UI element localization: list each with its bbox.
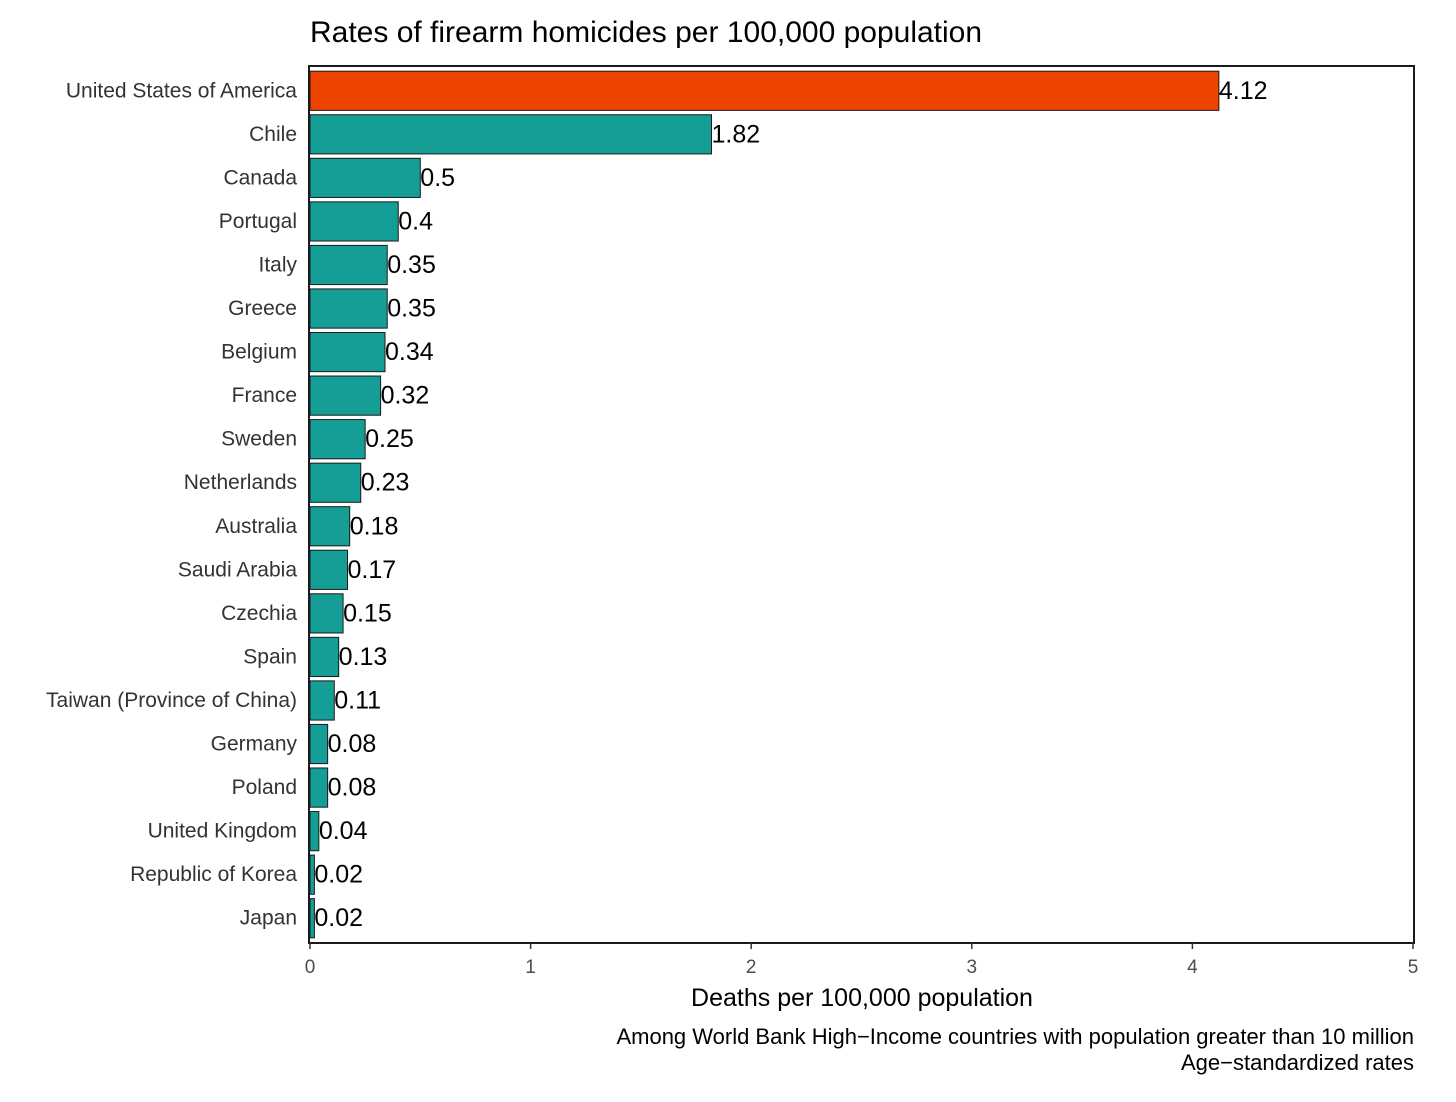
category-label: Portugal: [219, 210, 297, 233]
bar: [309, 114, 712, 155]
x-tick-label: 5: [1408, 957, 1419, 978]
x-axis-title: Deaths per 100,000 population: [691, 984, 1033, 1012]
category-label: Saudi Arabia: [178, 558, 297, 581]
x-tick-label: 3: [967, 957, 978, 978]
x-tick-label: 1: [525, 957, 536, 978]
value-label: 4.12: [1219, 77, 1268, 105]
value-label: 0.35: [387, 295, 436, 323]
value-label: 0.35: [387, 251, 436, 279]
value-label: 0.34: [385, 338, 434, 366]
category-label: United States of America: [66, 79, 297, 102]
value-label: 0.4: [398, 207, 433, 235]
x-axis: 0 1 2 3 4 5: [305, 943, 1419, 978]
bar: [309, 244, 388, 286]
category-label: Netherlands: [184, 471, 297, 494]
x-tick-label: 4: [1187, 957, 1198, 978]
bar: [309, 680, 335, 721]
category-label: Spain: [243, 645, 297, 668]
category-label: Canada: [223, 166, 297, 189]
value-label: 0.08: [328, 774, 377, 802]
bar: [309, 549, 349, 590]
value-label: 0.15: [343, 599, 392, 627]
value-label: 0.32: [381, 382, 430, 410]
bar: [309, 811, 320, 852]
value-label: 0.02: [314, 904, 363, 932]
x-tick-label: 0: [305, 957, 316, 978]
value-label: 0.02: [314, 861, 363, 889]
value-label: 0.18: [350, 512, 399, 540]
value-label: 0.17: [348, 556, 397, 584]
value-label: 0.5: [420, 164, 455, 192]
bar: [309, 419, 366, 460]
bar: [309, 331, 386, 373]
bar: [309, 70, 1220, 111]
caption-line-1: Among World Bank High−Income countries w…: [616, 1024, 1414, 1049]
value-label: 0.25: [365, 425, 414, 453]
category-label: France: [232, 384, 297, 407]
value-label: 0.13: [339, 643, 388, 671]
bar: [309, 288, 388, 329]
value-label: 0.04: [319, 817, 368, 845]
bars-group: United States of America 4.12 Chile 1.82 Can…: [46, 70, 1268, 939]
category-label: United Kingdom: [148, 820, 297, 843]
category-label: Chile: [249, 123, 297, 146]
bar: [309, 506, 351, 547]
category-label: Greece: [228, 297, 297, 320]
category-label: Italy: [258, 253, 297, 276]
chart-title: Rates of firearm homicides per 100,000 p…: [310, 16, 982, 49]
bar: [309, 462, 362, 503]
bar: [309, 157, 421, 198]
bar: [309, 767, 329, 808]
x-tick-label: 2: [746, 957, 757, 978]
caption-line-2: Age−standardized rates: [1181, 1050, 1414, 1075]
category-label: Czechia: [221, 602, 297, 625]
value-label: 0.23: [361, 469, 410, 497]
category-label: Sweden: [221, 428, 297, 451]
category-label: Poland: [232, 776, 297, 799]
category-label: Belgium: [221, 341, 297, 364]
category-label: Taiwan (Province of China): [46, 689, 297, 712]
value-label: 0.08: [328, 730, 377, 758]
bar: [309, 593, 344, 634]
value-label: 1.82: [711, 120, 760, 148]
bar: [309, 375, 382, 416]
category-label: Germany: [211, 733, 298, 756]
category-label: Republic of Korea: [130, 863, 297, 886]
bar: [309, 201, 399, 242]
plot-frame: [308, 65, 1415, 944]
category-label: Japan: [240, 907, 297, 930]
category-label: Australia: [215, 515, 297, 538]
value-label: 0.11: [334, 686, 381, 714]
bar: [309, 723, 329, 765]
bar: [309, 636, 340, 678]
